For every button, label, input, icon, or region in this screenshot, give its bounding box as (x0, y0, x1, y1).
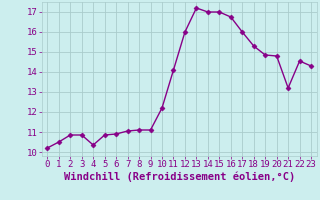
X-axis label: Windchill (Refroidissement éolien,°C): Windchill (Refroidissement éolien,°C) (64, 172, 295, 182)
